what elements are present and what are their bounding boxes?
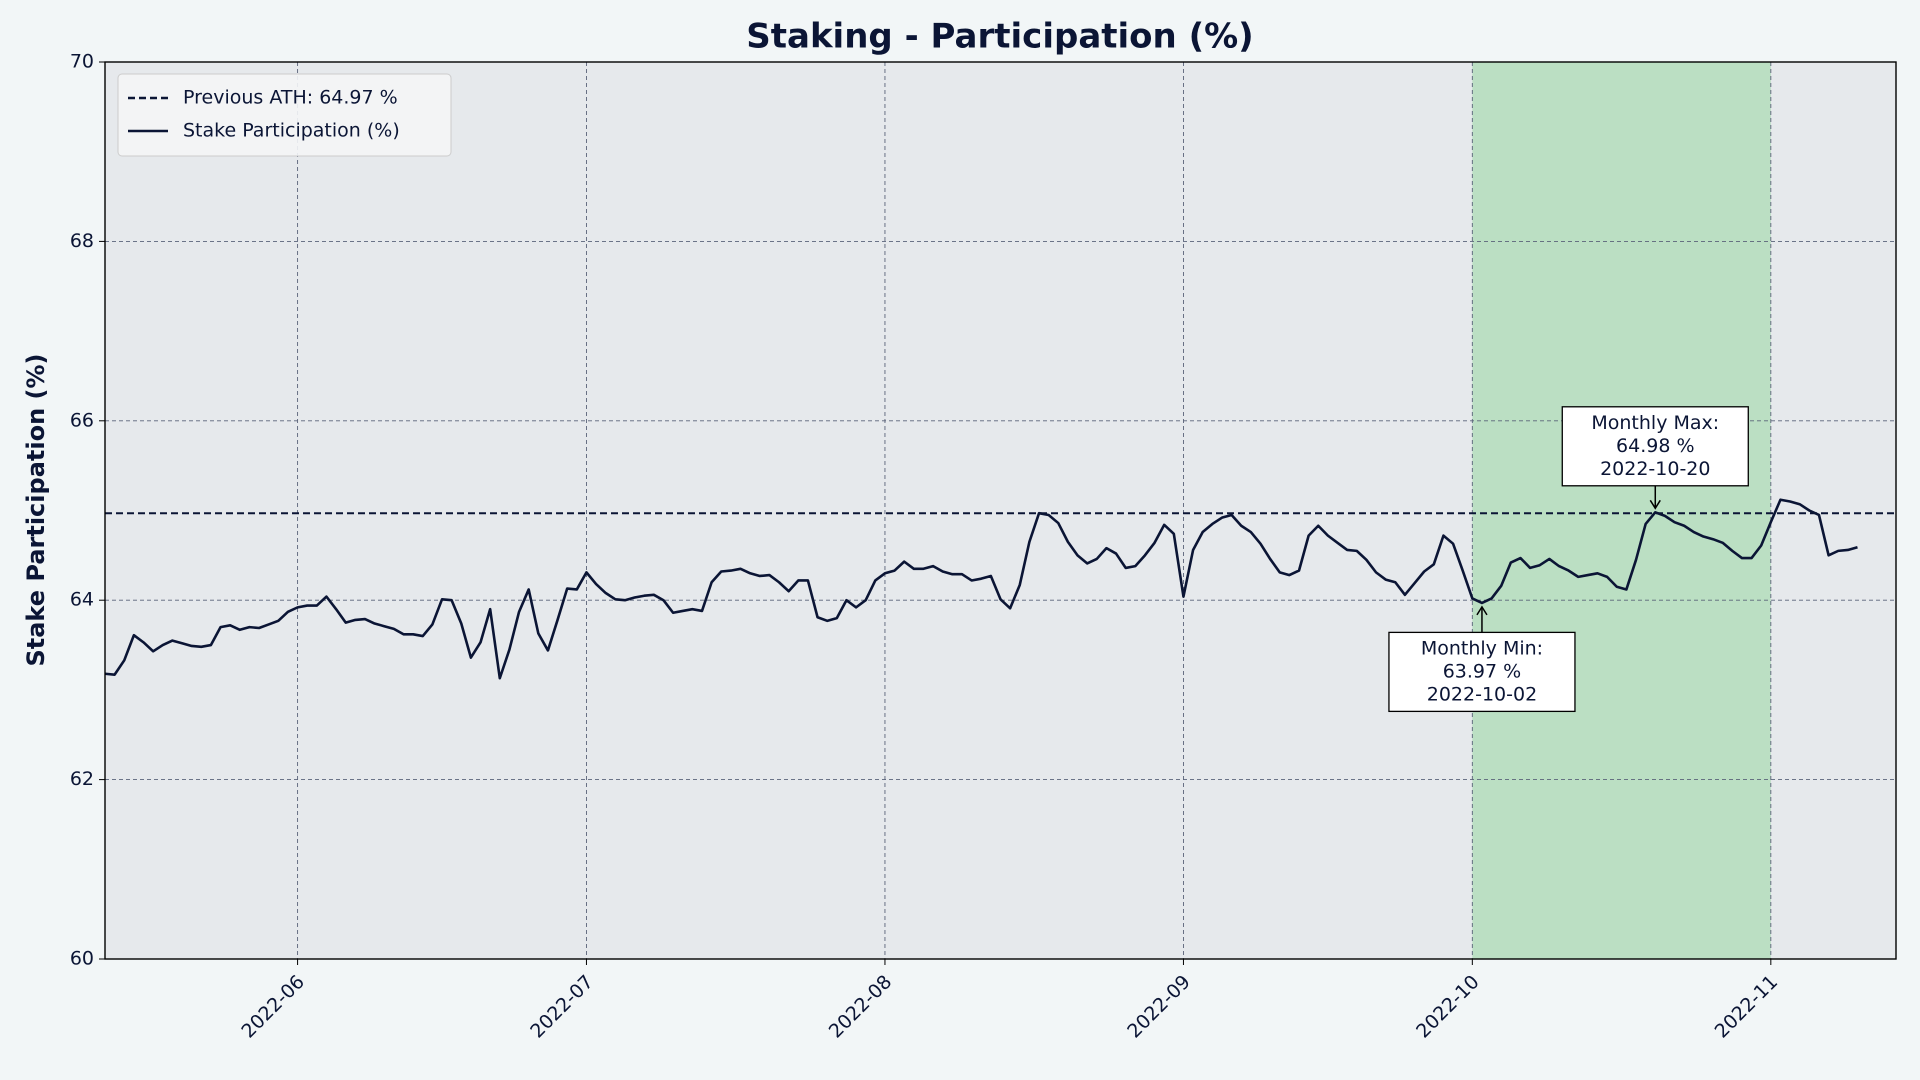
legend-label: Previous ATH: 64.97 % (183, 87, 398, 109)
y-tick-label: 60 (70, 948, 94, 970)
annotation-box (1388, 631, 1576, 713)
annotation-text: 2022-10-20 (1600, 458, 1710, 480)
annotation-box (1561, 406, 1749, 487)
highlight-band (1472, 62, 1771, 959)
y-tick-label: 62 (70, 768, 94, 790)
y-axis-label: Stake Participation (%) (22, 353, 50, 666)
annotation-arrowhead (1476, 605, 1488, 616)
annotation-arrowhead (1649, 499, 1661, 510)
y-tick-label: 66 (70, 409, 94, 431)
y-tick-label: 64 (70, 589, 94, 611)
legend-box (117, 73, 452, 157)
annotation-text: Monthly Min: (1421, 637, 1543, 659)
annotation-text: 63.97 % (1443, 660, 1522, 682)
legend-label: Stake Participation (%) (183, 120, 400, 142)
annotation-text: 64.98 % (1616, 435, 1695, 457)
annotation-text: 2022-10-02 (1427, 683, 1537, 705)
y-tick-label: 70 (70, 51, 94, 73)
annotation-text: Monthly Max: (1591, 412, 1719, 434)
chart-title: Staking - Participation (%) (746, 17, 1253, 57)
y-tick-label: 68 (70, 230, 94, 252)
axes-frame (104, 61, 1897, 960)
data-line (104, 498, 1858, 680)
